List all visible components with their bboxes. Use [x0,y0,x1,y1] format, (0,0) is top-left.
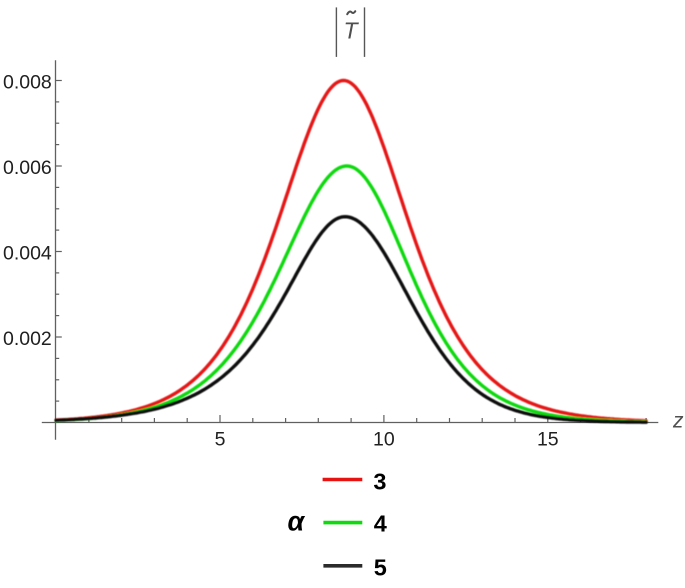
svg-text:3: 3 [373,469,386,495]
svg-text:5: 5 [215,429,226,451]
svg-text:0.004: 0.004 [3,243,52,265]
svg-text:4: 4 [374,511,387,537]
svg-text:10: 10 [373,429,395,451]
svg-text:0.006: 0.006 [3,157,52,179]
svg-text:z: z [672,410,684,433]
svg-text:15: 15 [537,429,559,451]
svg-text:T: T [344,17,360,43]
svg-text:0.002: 0.002 [3,328,52,350]
svg-text:5: 5 [374,554,387,580]
svg-text:0.008: 0.008 [3,72,52,94]
svg-text:α: α [288,507,306,537]
